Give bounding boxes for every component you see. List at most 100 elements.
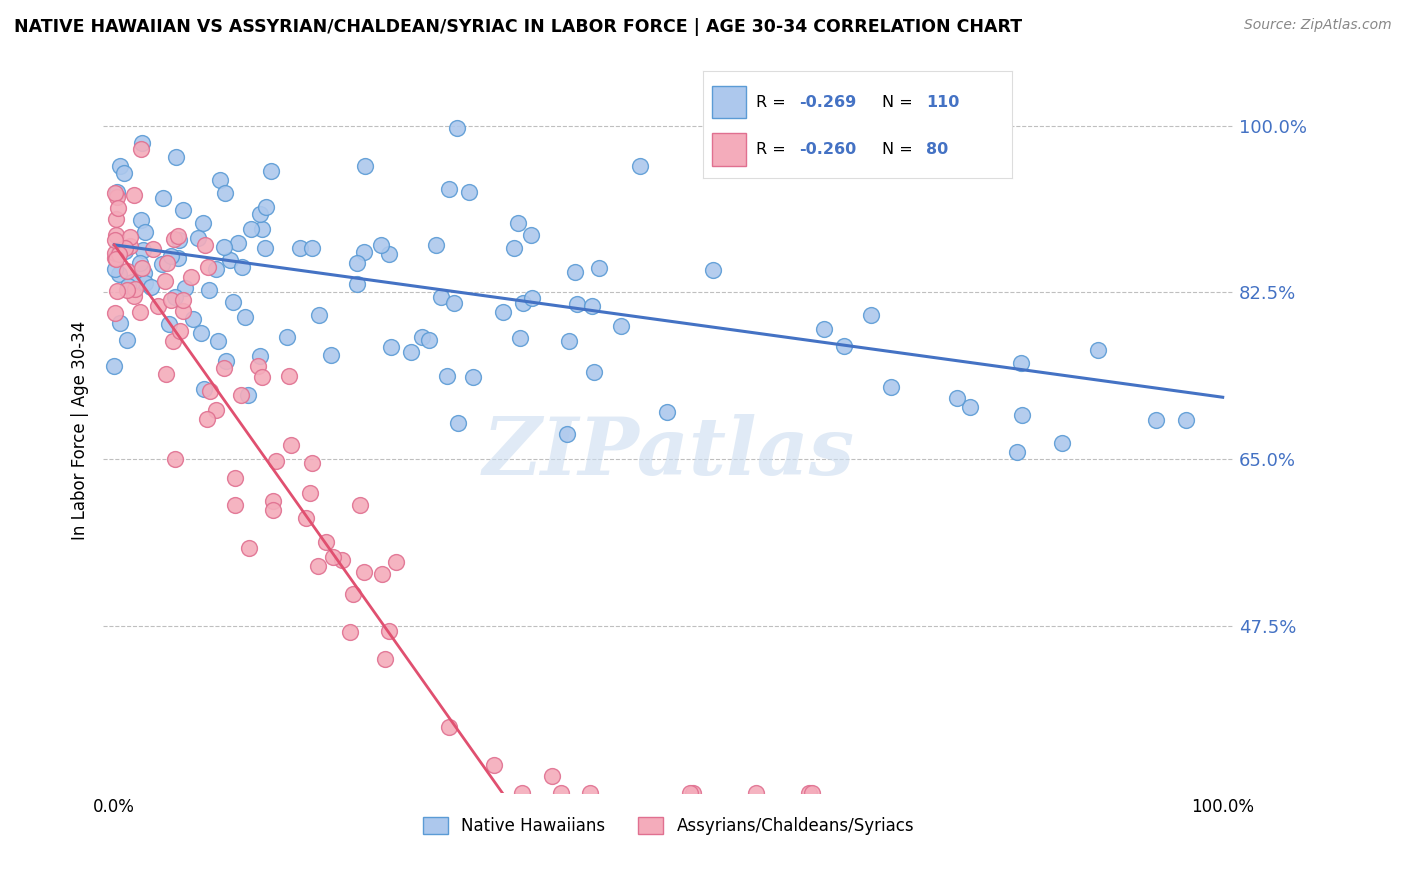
Point	[114, 244, 136, 259]
Point	[492, 305, 515, 319]
Point	[446, 121, 468, 136]
Point	[510, 786, 533, 800]
Point	[104, 228, 127, 243]
Point	[301, 241, 323, 255]
Point	[519, 228, 541, 243]
Point	[159, 293, 181, 308]
Point	[110, 159, 132, 173]
Point	[429, 290, 451, 304]
Point	[610, 319, 633, 334]
Point	[558, 334, 581, 348]
Point	[353, 245, 375, 260]
Point	[354, 159, 377, 173]
Point	[682, 786, 704, 800]
Point	[288, 241, 311, 255]
Point	[437, 182, 460, 196]
Point	[205, 403, 228, 417]
Point	[254, 200, 277, 214]
Point	[155, 274, 177, 288]
Point	[1050, 436, 1073, 450]
Point	[353, 565, 375, 579]
Point	[115, 334, 138, 348]
Point	[160, 249, 183, 263]
Point	[174, 281, 197, 295]
Point	[224, 498, 246, 512]
Text: 110: 110	[925, 95, 959, 110]
Point	[276, 330, 298, 344]
Point	[131, 260, 153, 275]
Bar	[713, 134, 747, 166]
Text: N =: N =	[883, 142, 918, 157]
Point	[239, 222, 262, 236]
Point	[194, 237, 217, 252]
Point	[148, 300, 170, 314]
Point	[172, 304, 194, 318]
Point	[105, 284, 128, 298]
Point	[236, 387, 259, 401]
Point	[205, 261, 228, 276]
Point	[105, 252, 128, 266]
Point	[374, 651, 396, 665]
Point	[107, 247, 129, 261]
Point	[588, 260, 610, 275]
Point	[191, 216, 214, 230]
Point	[457, 185, 479, 199]
Point	[124, 282, 146, 296]
Point	[238, 541, 260, 555]
Point	[509, 330, 531, 344]
Point	[377, 624, 399, 638]
Point	[118, 239, 141, 253]
Point	[228, 235, 250, 250]
Point	[132, 243, 155, 257]
Point	[301, 456, 323, 470]
Point	[180, 269, 202, 284]
Point	[165, 290, 187, 304]
Point	[813, 322, 835, 336]
Point	[339, 624, 361, 639]
Point	[253, 241, 276, 255]
Point	[198, 284, 221, 298]
Point	[371, 567, 394, 582]
Point	[172, 202, 194, 217]
Legend: Native Hawaiians, Assyrians/Chaldeans/Syriacs: Native Hawaiians, Assyrians/Chaldeans/Sy…	[423, 817, 914, 835]
Point	[679, 786, 702, 800]
Point	[195, 412, 218, 426]
Point	[219, 253, 242, 268]
Point	[131, 136, 153, 151]
Point	[280, 438, 302, 452]
Point	[129, 305, 152, 319]
Point	[152, 191, 174, 205]
Bar	[713, 87, 747, 119]
Point	[107, 246, 129, 260]
Point	[946, 391, 969, 405]
Point	[105, 185, 128, 199]
Text: Source: ZipAtlas.com: Source: ZipAtlas.com	[1244, 18, 1392, 32]
Point	[461, 369, 484, 384]
Point	[800, 786, 823, 800]
Point	[564, 265, 586, 279]
Text: R =: R =	[755, 95, 790, 110]
Point	[112, 166, 135, 180]
Point	[207, 334, 229, 349]
Point	[541, 769, 564, 783]
Point	[214, 354, 236, 368]
Point	[172, 293, 194, 307]
Point	[249, 207, 271, 221]
Point	[104, 251, 127, 265]
Point	[797, 786, 820, 800]
Point	[214, 186, 236, 200]
Point	[162, 334, 184, 348]
Point	[503, 241, 526, 255]
Point	[260, 164, 283, 178]
Point	[117, 279, 139, 293]
Point	[266, 454, 288, 468]
Point	[233, 310, 256, 325]
Point	[187, 231, 209, 245]
Point	[104, 186, 127, 201]
Point	[129, 212, 152, 227]
Text: -0.269: -0.269	[799, 95, 856, 110]
Point	[156, 255, 179, 269]
Point	[167, 251, 190, 265]
Point	[655, 405, 678, 419]
Point	[107, 201, 129, 215]
